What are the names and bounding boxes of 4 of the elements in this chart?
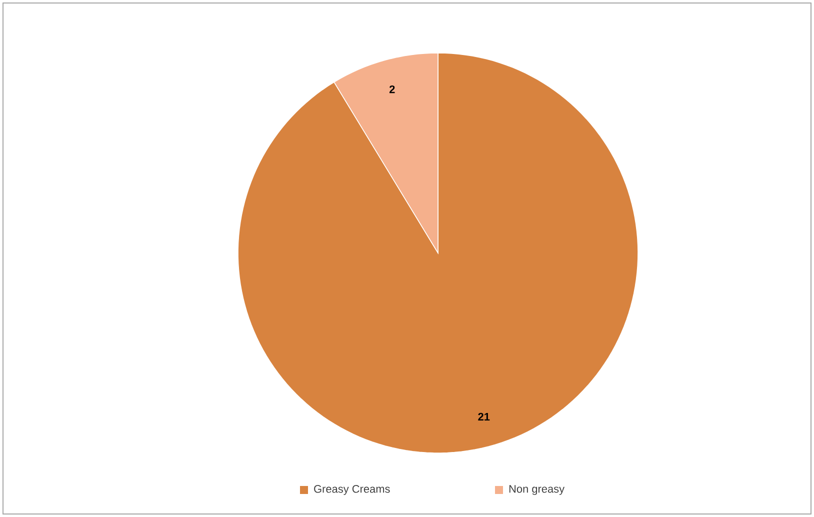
legend-label: Greasy Creams	[314, 485, 390, 495]
data-label: 2	[389, 85, 395, 94]
data-label: 21	[478, 412, 490, 421]
legend-label: Non greasy	[509, 485, 565, 495]
